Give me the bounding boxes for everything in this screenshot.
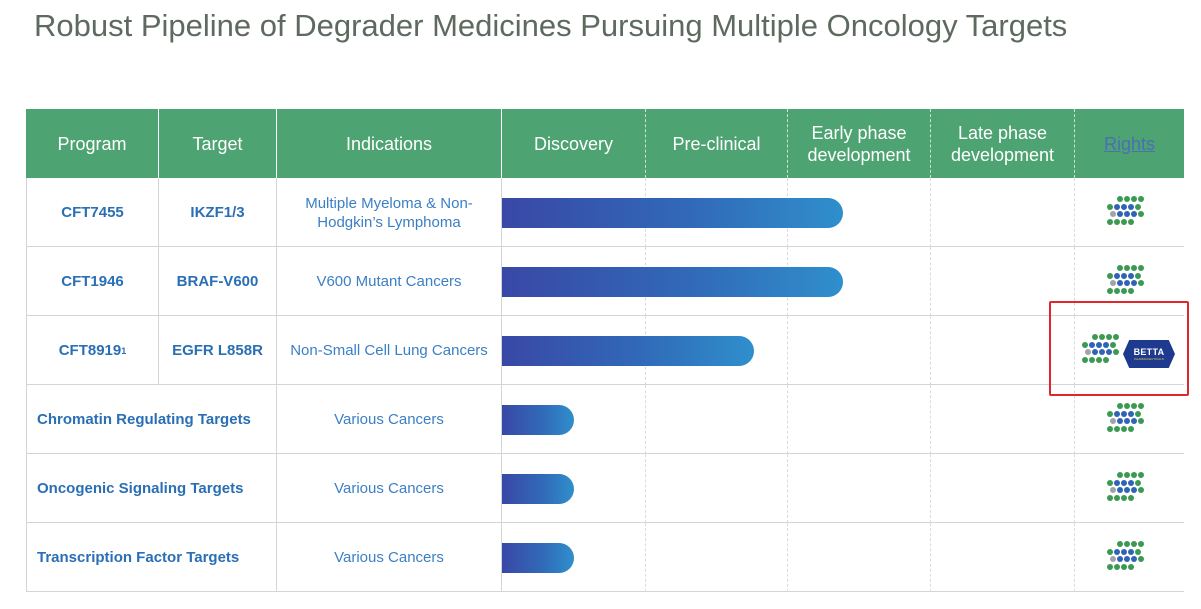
pipeline-table: Program Target Indications Discovery Pre… — [26, 109, 1184, 596]
program-name: CFT7455 — [61, 204, 124, 221]
program-cell: CFT7455 — [26, 178, 159, 247]
header-early-phase: Early phase development — [807, 122, 911, 165]
program-name: CFT8919 — [58, 342, 122, 359]
table-header: Program Target Indications Discovery Pre… — [26, 109, 1184, 178]
program-cell: CFT1946 — [26, 247, 159, 316]
indication-cell: Multiple Myeloma & Non-Hodgkin’s Lymphom… — [277, 178, 502, 247]
highlight-box — [1049, 301, 1189, 396]
stage-divider — [1074, 247, 1075, 316]
indication-cell: Various Cancers — [277, 454, 502, 523]
target-cell: EGFR L858R — [159, 316, 277, 385]
stage-divider — [930, 247, 931, 316]
header-indications: Indications — [345, 133, 433, 154]
indication-cell: V600 Mutant Cancers — [277, 247, 502, 316]
footnote-marker: 1 — [121, 345, 127, 356]
stage-divider — [787, 316, 788, 385]
program-name: CFT1946 — [61, 273, 124, 290]
indication-cell: Various Cancers — [277, 385, 502, 454]
header-target: Target — [192, 133, 243, 154]
table-row: CFT8919 1 EGFR L858R Non-Small Cell Lung Ca… — [26, 316, 1184, 385]
stage-divider — [645, 454, 646, 523]
stage-divider — [930, 316, 931, 385]
program-cell: Transcription Factor Targets — [26, 523, 277, 592]
program-cell: Chromatin Regulating Targets — [26, 385, 277, 454]
progress-bar — [502, 198, 843, 228]
progress-bar — [502, 474, 574, 504]
stage-divider — [1074, 178, 1075, 247]
table-row: Chromatin Regulating Targets Various Canc… — [26, 385, 1184, 454]
table-row: Transcription Factor Targets Various Canc… — [26, 523, 1184, 592]
target-cell: BRAF-V600 — [159, 247, 277, 316]
program-cell: Oncogenic Signaling Targets — [26, 454, 277, 523]
stage-divider — [1074, 454, 1075, 523]
header-rights[interactable]: Rights — [1103, 133, 1156, 154]
page-title: Robust Pipeline of Degrader Medicines Pu… — [34, 8, 1068, 43]
stage-divider — [787, 385, 788, 454]
stage-divider — [930, 454, 931, 523]
indication-cell: Non-Small Cell Lung Cancers — [277, 316, 502, 385]
target-cell: IKZF1/3 — [159, 178, 277, 247]
indication-cell: Various Cancers — [277, 523, 502, 592]
betta-logo-text: BETTA — [1133, 347, 1165, 357]
stage-divider — [787, 523, 788, 592]
stage-divider — [645, 385, 646, 454]
table-row: CFT1946 BRAF-V600 V600 Mutant Cancers — [26, 247, 1184, 316]
progress-bar — [502, 336, 754, 366]
program-cell: CFT8919 1 — [26, 316, 159, 385]
header-preclinical: Pre-clinical — [672, 133, 761, 154]
progress-bar — [502, 543, 574, 573]
stage-divider — [930, 385, 931, 454]
header-discovery: Discovery — [533, 133, 613, 154]
table-row: CFT7455 IKZF1/3 Multiple Myeloma & Non-Hod… — [26, 178, 1184, 247]
progress-bar — [502, 405, 574, 435]
stage-divider — [930, 523, 931, 592]
table-row: Oncogenic Signaling Targets Various Cance… — [26, 454, 1184, 523]
betta-logo: BETTA PHARMACEUTICALS — [1123, 340, 1175, 368]
stage-divider — [1074, 523, 1075, 592]
stage-divider — [930, 178, 931, 247]
betta-logo-subtext: PHARMACEUTICALS — [1134, 357, 1164, 361]
header-late-phase: Late phase development — [950, 122, 1055, 165]
stage-divider — [1074, 316, 1075, 385]
header-program: Program — [57, 133, 127, 154]
stage-divider — [645, 523, 646, 592]
progress-bar — [502, 267, 843, 297]
stage-divider — [787, 454, 788, 523]
stage-divider — [1074, 385, 1075, 454]
